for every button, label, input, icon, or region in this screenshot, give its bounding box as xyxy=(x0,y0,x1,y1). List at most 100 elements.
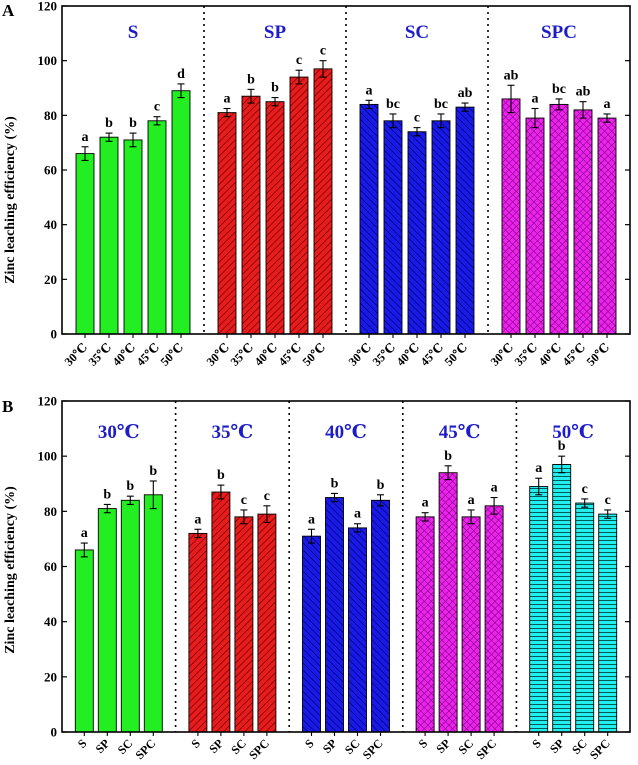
x-tick-label: SPC xyxy=(246,736,272,762)
bar xyxy=(257,513,277,733)
x-tick-label: S xyxy=(75,736,90,751)
bar xyxy=(313,68,333,335)
x-tick-label: 50℃ xyxy=(158,340,187,369)
significance-letter: bc xyxy=(434,97,448,112)
significance-letter: b xyxy=(103,487,111,502)
bar xyxy=(383,120,403,335)
bar xyxy=(455,106,475,335)
panel-a: A Zinc leaching efficiency (%) 0 20 40 60 80… xyxy=(2,0,631,369)
y-tick-label: 60 xyxy=(44,559,57,574)
y-axis-label: Zinc leaching efficiency (%) xyxy=(3,116,18,284)
x-tick-label: SC xyxy=(115,736,136,757)
bar xyxy=(407,131,427,335)
x-tick-label: 45℃ xyxy=(418,340,447,369)
x-tick-label: 50℃ xyxy=(584,340,613,369)
plot-frame xyxy=(61,400,631,733)
significance-letter: a xyxy=(532,92,539,107)
x-tick-label: S xyxy=(416,736,431,751)
bar xyxy=(241,95,261,335)
bar xyxy=(211,491,231,733)
significance-letter: a xyxy=(422,496,429,511)
bar xyxy=(529,486,549,733)
y-tick-label: 100 xyxy=(38,53,58,68)
panel-letter: A xyxy=(2,1,15,20)
bar xyxy=(325,497,344,733)
bar xyxy=(552,463,572,733)
y-tick-label: 80 xyxy=(44,108,57,123)
significance-letter: b xyxy=(444,449,452,464)
y-axis-label: Zinc leaching efficiency (%) xyxy=(3,486,18,654)
bar xyxy=(549,103,569,335)
group-title: 40℃ xyxy=(325,422,367,443)
bar xyxy=(359,103,379,335)
significance-letter: a xyxy=(224,92,231,107)
x-tick-label: S xyxy=(302,736,317,751)
significance-letter: a xyxy=(308,512,315,527)
bar xyxy=(120,499,140,733)
bar xyxy=(302,535,321,733)
bar xyxy=(573,109,593,335)
x-tick-label: SPC xyxy=(587,736,613,762)
significance-letter: bc xyxy=(552,82,566,97)
x-tick-label: SP xyxy=(547,736,567,756)
y-tick-label: 60 xyxy=(44,163,57,178)
bar xyxy=(348,527,367,733)
bar xyxy=(188,532,208,733)
panel-letter: B xyxy=(2,397,13,416)
bar xyxy=(525,117,545,335)
x-tick-label: S xyxy=(529,736,544,751)
x-tick-label: 30℃ xyxy=(488,340,517,369)
x-tick-label: 45℃ xyxy=(560,340,589,369)
bar xyxy=(598,513,618,733)
group-title: SP xyxy=(264,22,287,43)
bar xyxy=(99,136,119,335)
bar xyxy=(171,90,191,335)
x-tick-label: SC xyxy=(569,736,590,757)
x-tick-label: SP xyxy=(433,736,453,756)
x-tick-label: 45℃ xyxy=(134,340,163,369)
y-tick-label: 20 xyxy=(44,272,57,287)
significance-letter: a xyxy=(468,493,475,508)
significance-letter: a xyxy=(82,130,89,145)
bar xyxy=(461,516,481,733)
x-tick-label: 40℃ xyxy=(536,340,565,369)
significance-letter: b xyxy=(558,439,566,454)
significance-letter: b xyxy=(149,464,157,479)
x-tick-label: SC xyxy=(228,736,249,757)
y-tick-label: 0 xyxy=(51,725,58,740)
x-tick-label: SP xyxy=(320,736,340,756)
significance-letter: a xyxy=(535,461,542,476)
bar xyxy=(597,117,617,335)
y-tick-label: 20 xyxy=(44,669,57,684)
group-title: 45℃ xyxy=(439,422,481,443)
x-tick-label: 35℃ xyxy=(512,340,541,369)
significance-letter: b xyxy=(377,478,385,493)
x-tick-label: SPC xyxy=(360,736,386,762)
x-tick-label: 40℃ xyxy=(252,340,281,369)
bar xyxy=(501,98,521,335)
bar xyxy=(431,120,451,335)
significance-letter: ab xyxy=(576,85,591,100)
significance-letter: a xyxy=(491,481,498,496)
significance-letter: a xyxy=(604,97,611,112)
y-tick-label: 120 xyxy=(38,394,58,409)
y-tick-label: 120 xyxy=(38,0,58,14)
x-tick-label: 30℃ xyxy=(346,340,375,369)
x-tick-label: S xyxy=(188,736,203,751)
x-tick-label: 30℃ xyxy=(204,340,233,369)
bar xyxy=(143,494,163,733)
bar xyxy=(75,153,95,335)
significance-letter: c xyxy=(605,493,611,508)
significance-letter: a xyxy=(81,526,88,541)
x-tick-label: SP xyxy=(206,736,226,756)
significance-letter: b xyxy=(331,476,339,491)
significance-letter: b xyxy=(271,81,279,96)
y-tick-label: 0 xyxy=(51,327,58,342)
x-tick-label: 30℃ xyxy=(62,340,91,369)
significance-letter: b xyxy=(247,72,255,87)
bar xyxy=(147,120,167,335)
group-title: SC xyxy=(405,22,429,43)
bar xyxy=(265,101,285,335)
significance-letter: b xyxy=(105,116,113,131)
